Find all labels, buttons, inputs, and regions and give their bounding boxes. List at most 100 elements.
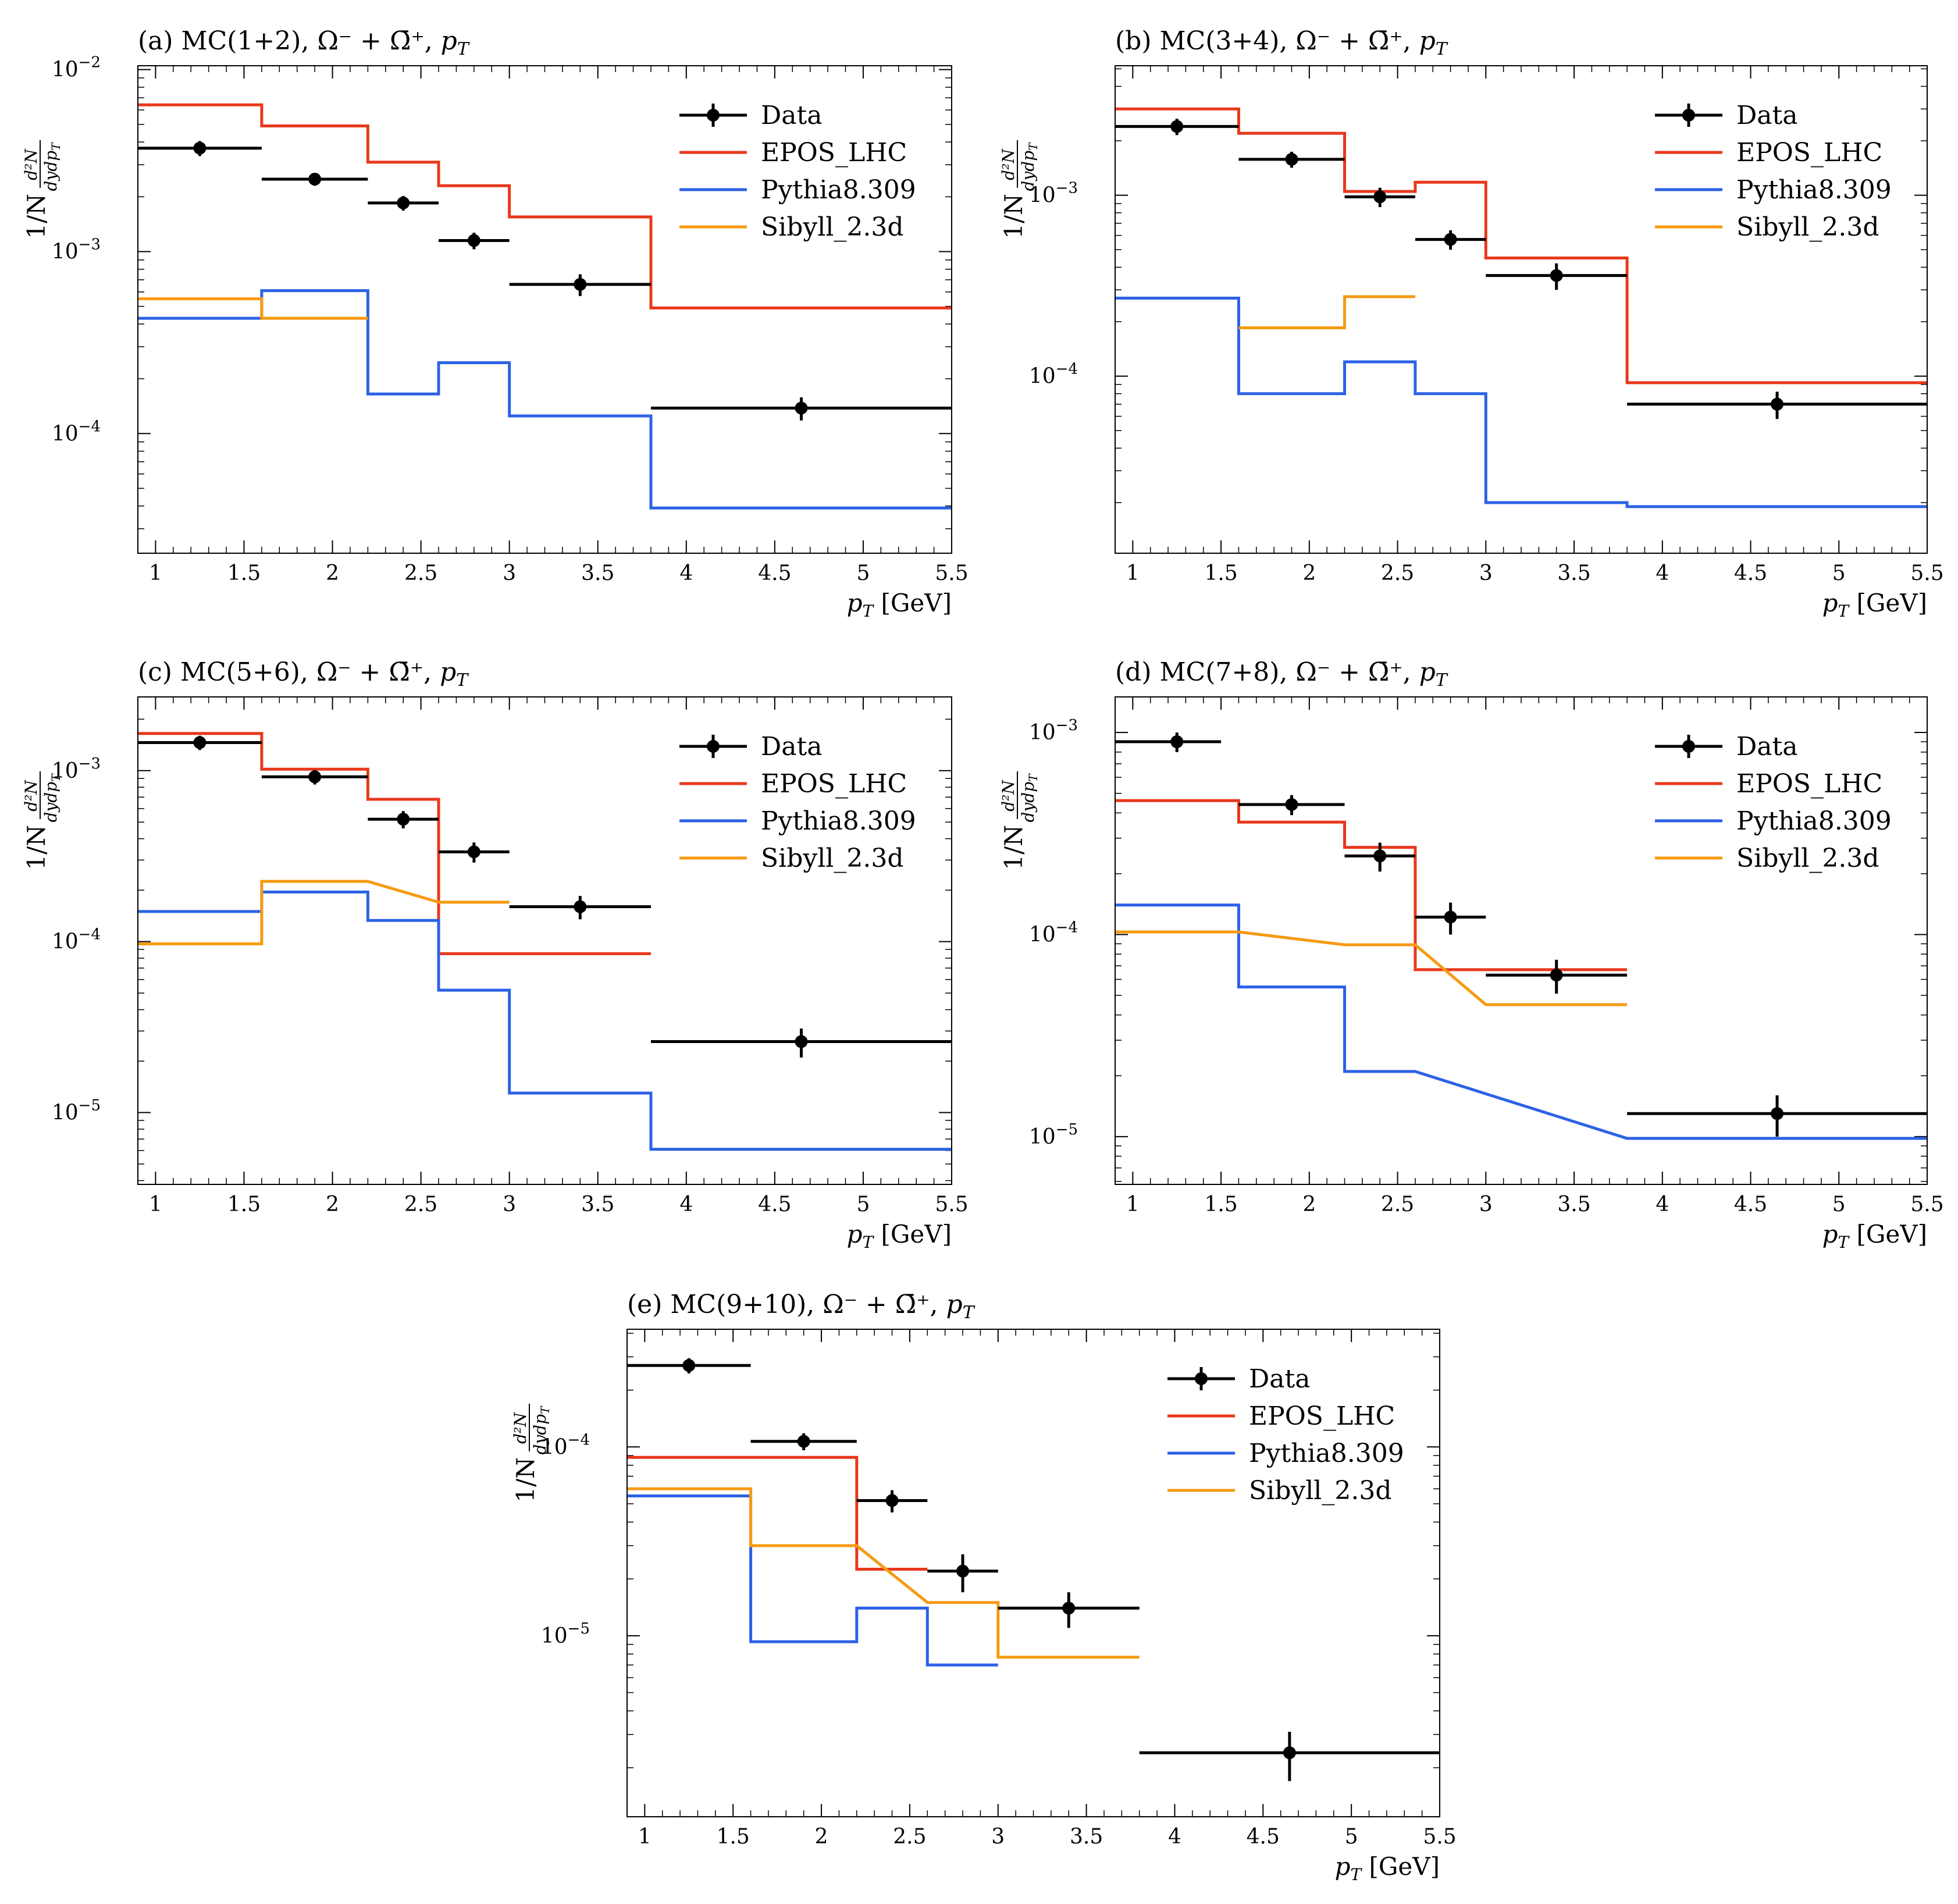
legend-label: Data [761,101,822,130]
x-tick-label: 1 [638,1825,652,1849]
series-line-pythia8-309 [138,890,952,1151]
data-point-marker [308,172,322,186]
y-tick-label: 10−2 [52,54,101,82]
data-point-marker [1373,849,1387,863]
y-tick-label: 10−4 [52,418,101,446]
y-axis-label: 1/N d²N dydpT [22,140,63,239]
x-tick-label: 3 [1479,561,1493,585]
y-axis-label-denominator: dydpT [531,1405,552,1455]
data-point-marker [1170,735,1184,749]
x-axis-label: pT [GeV] [1335,1852,1440,1884]
x-tick-label: 4 [679,561,693,585]
legend-item: Sibyll_2.3d [1655,844,1879,873]
legend: Data EPOS_LHC Pythia8.309 Sibyll_2.3d [1655,101,1892,242]
y-axis-label: 1/N d²N dydpT [22,771,63,870]
series-line-sibyll-2-3d [1115,930,1628,1006]
x-tick-label: 2 [326,1193,339,1216]
x-tick-label: 1 [149,1193,162,1216]
x-tick-label: 1.5 [227,1193,261,1216]
legend-label: Data [1736,101,1797,130]
legend-item: Pythia8.309 [679,175,916,205]
legend: Data EPOS_LHC Pythia8.309 Sibyll_2.3d [1655,732,1892,873]
data-point-marker [1550,269,1563,282]
legend-item: Pythia8.309 [1655,175,1892,205]
series-line-pythia8-309 [1115,296,1927,508]
legend-label: Pythia8.309 [761,806,916,836]
legend: Data EPOS_LHC Pythia8.309 Sibyll_2.3d [679,101,916,242]
panel-e: (e) MC(9+10), Ω⁻ + Ω̄⁺, pT 1 1.5 2 2.5 3 3.5 4 4… [511,1290,1457,1884]
y-tick-label: 10−5 [52,1097,101,1125]
x-tick-label: 5 [856,561,870,585]
x-axis-label: pT [GeV] [847,589,952,621]
legend-label: Pythia8.309 [1736,806,1892,836]
data-point-marker [193,736,207,749]
data-point-marker [1285,798,1298,812]
legend-item: Data [1167,1364,1310,1394]
plot-area [138,732,952,1151]
y-tick-label: 10−5 [1029,1121,1078,1149]
x-tick-label: 2.5 [893,1825,926,1849]
x-tick-label: 1 [1126,1193,1140,1216]
legend-swatch-marker [707,109,720,122]
y-axis-label-prefix: 1/N [999,825,1028,870]
data-point-marker [1285,152,1298,166]
legend-item: EPOS_LHC [1655,769,1882,799]
x-tick-label: 5.5 [935,561,968,585]
legend-swatch-marker [1682,740,1695,753]
x-tick-label: 5 [1345,1825,1358,1849]
y-tick-label: 10−4 [52,926,101,954]
panel-title: (e) MC(9+10), Ω⁻ + Ω̄⁺, pT [627,1290,976,1323]
x-tick-label: 3.5 [581,561,614,585]
legend-label: EPOS_LHC [761,769,907,799]
data-point-marker [193,141,207,155]
x-tick-label: 1.5 [227,561,261,585]
legend-label: Data [1249,1364,1310,1394]
legend-item: Pythia8.309 [1167,1439,1404,1468]
x-tick-label: 2 [815,1825,828,1849]
data-point-marker [1170,120,1184,133]
legend-label: Pythia8.309 [1249,1439,1404,1468]
legend-item: EPOS_LHC [679,769,907,799]
y-axis-label-denominator: dydpT [1019,773,1040,823]
y-axis-label-prefix: 1/N [511,1457,540,1503]
legend-label: EPOS_LHC [1736,769,1882,799]
plot-frame [137,696,952,1185]
series-line-sibyll-2-3d [1238,295,1415,330]
data-point-marker [885,1494,899,1507]
x-tick-label: 2 [1302,561,1316,585]
legend-label: Data [1736,732,1797,761]
series-line-epos-lhc [138,103,952,309]
data-point-marker [795,1035,808,1048]
y-axis-label-numerator: d²N [22,148,41,180]
x-tick-label: 5.5 [1423,1825,1456,1849]
legend-item: Data [1655,101,1797,130]
x-tick-label: 4.5 [758,1193,791,1216]
series-line-epos-lhc [1115,107,1927,385]
x-axis-label: pT [GeV] [847,1220,952,1252]
legend-label: Sibyll_2.3d [1736,212,1879,242]
x-tick-label: 4.5 [758,561,791,585]
x-tick-label: 3 [503,1193,516,1216]
x-tick-label: 5.5 [1910,561,1943,585]
series-line-pythia8-309 [1115,903,1927,1140]
data-point-marker [574,900,587,913]
plot-area [627,1358,1440,1781]
series-line-pythia8-309 [627,1494,998,1667]
legend-label: EPOS_LHC [1249,1401,1395,1431]
data-point-marker [956,1564,970,1578]
legend-label: Data [761,732,822,761]
panel-title: (b) MC(3+4), Ω⁻ + Ω̄⁺, pT [1115,26,1448,59]
legend-item: Pythia8.309 [1655,806,1892,836]
x-tick-label: 4.5 [1734,561,1767,585]
data-point-marker [797,1435,810,1448]
x-tick-label: 5 [1832,561,1846,585]
legend-item: EPOS_LHC [679,138,907,168]
plot-frame [1115,65,1928,554]
data-point-marker [1550,969,1563,982]
y-axis-label-prefix: 1/N [999,194,1028,239]
x-tick-label: 4 [679,1193,693,1216]
panel-title: (a) MC(1+2), Ω⁻ + Ω̄⁺, pT [138,26,470,59]
y-tick-label: 10−4 [541,1431,590,1459]
x-tick-label: 5 [1832,1193,1846,1216]
